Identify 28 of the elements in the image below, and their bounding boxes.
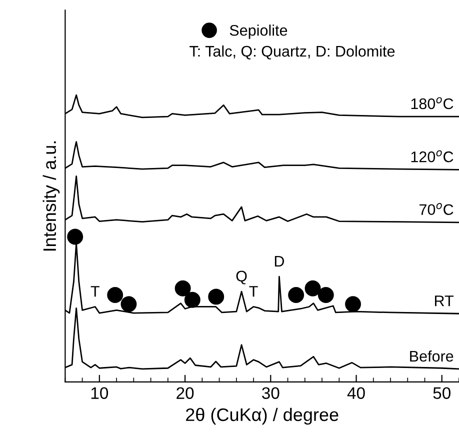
point (107, 287, 124, 303)
text: T: Talc, Q: Quartz, D: Dolomite (190, 45, 395, 60)
x-tick-label: 10 (91, 387, 108, 399)
x-tick-label: 40 (347, 387, 365, 399)
series-label: RT (435, 296, 454, 306)
x-tick-label: 20 (176, 387, 194, 399)
annotation: Q (236, 270, 247, 284)
series-label: 120$^{o}$C (411, 150, 454, 162)
x-tick-label: 30 (262, 387, 280, 399)
point (120, 296, 137, 312)
annotation: T (249, 286, 258, 297)
legend-label: Sepiolite (230, 24, 288, 39)
point (318, 287, 334, 303)
y-axis-title: Intensity / a.u. (42, 141, 60, 251)
x-axis-title: 2θ (CuKα) / degree (186, 408, 338, 425)
annotation: T (90, 286, 100, 297)
point (288, 287, 304, 303)
point (174, 280, 191, 296)
series-label: Before (410, 350, 454, 362)
point (208, 288, 224, 305)
point (184, 292, 200, 308)
point (67, 228, 84, 245)
series-label: 180$^{o}$C (411, 97, 454, 110)
annotation: D (274, 256, 284, 267)
point (345, 296, 361, 312)
point (304, 280, 321, 296)
x-tick-label: 50 (433, 387, 450, 399)
series-label: 70$^{o}$C (420, 203, 454, 216)
